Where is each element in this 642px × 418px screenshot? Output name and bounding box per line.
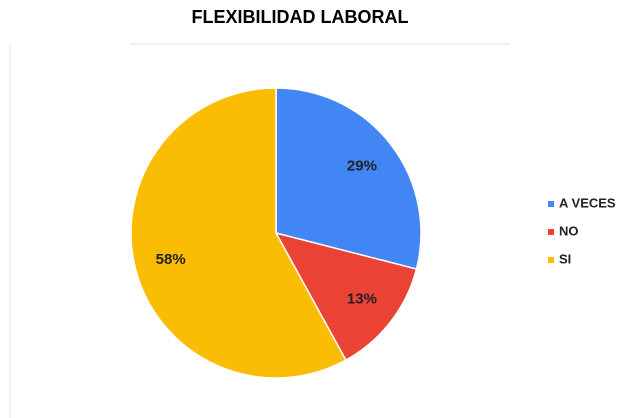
pie-slice [130,87,347,379]
data-label: 29% [347,157,377,174]
legend-label: A VECES [559,195,616,210]
pie-slice [275,87,422,270]
pie-slice [274,231,418,362]
chart-title: FLEXIBILIDAD LABORAL [192,7,409,27]
legend-label: SI [559,251,571,266]
legend-marker [548,201,554,207]
legend-marker [548,257,554,263]
legend-marker [548,229,554,235]
data-label: 13% [347,291,377,308]
legend-label: NO [559,223,579,238]
data-label: 58% [156,251,186,268]
